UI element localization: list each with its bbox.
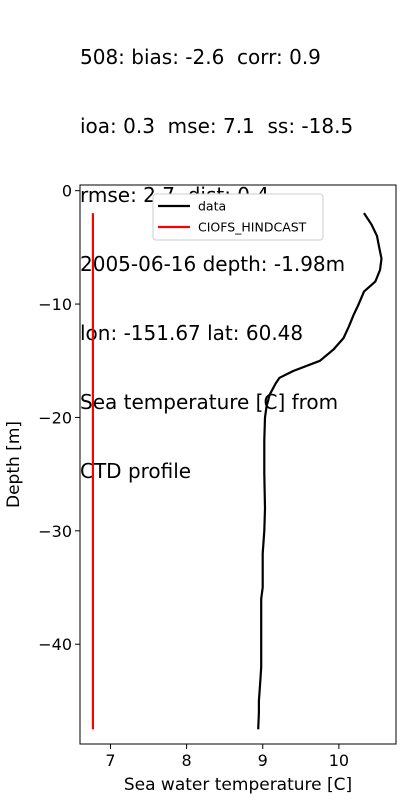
x-tick-label: 8 [182, 751, 192, 770]
y-tick-label: −20 [38, 408, 72, 427]
title-line: CTD profile [80, 459, 192, 483]
title-line: lon: -151.67 lat: 60.48 [80, 321, 304, 345]
x-tick-label: 7 [105, 751, 115, 770]
legend-box [152, 193, 324, 241]
y-axis-label: Depth [m] [4, 421, 24, 508]
legend: data CIOFS_HINDCAST [152, 193, 324, 241]
series-group [91, 212, 383, 730]
title-line: ioa: 0.3 mse: 7.1 ss: -18.5 [80, 114, 354, 138]
legend-label: CIOFS_HINDCAST [198, 220, 307, 235]
x-tick-label: 10 [329, 751, 349, 770]
y-tick-label: −40 [38, 635, 72, 654]
x-axis-label: Sea water temperature [C] [124, 775, 352, 795]
x-tick-label: 9 [258, 751, 268, 770]
title-line: 2005-06-16 depth: -1.98m [80, 252, 346, 276]
y-tick-label: −30 [38, 522, 72, 541]
legend-label: data [198, 199, 226, 214]
y-tick-label: 0 [62, 182, 72, 201]
axis-ticks: 7 8 9 10 0 −10 −20 −30 −40 [38, 182, 349, 770]
series-line-data [257, 212, 383, 730]
title-line: 508: bias: -2.6 corr: 0.9 [80, 45, 321, 69]
plot-frame [79, 184, 397, 745]
y-tick-label: −10 [38, 295, 72, 314]
title-line: Sea temperature [C] from [80, 390, 339, 414]
